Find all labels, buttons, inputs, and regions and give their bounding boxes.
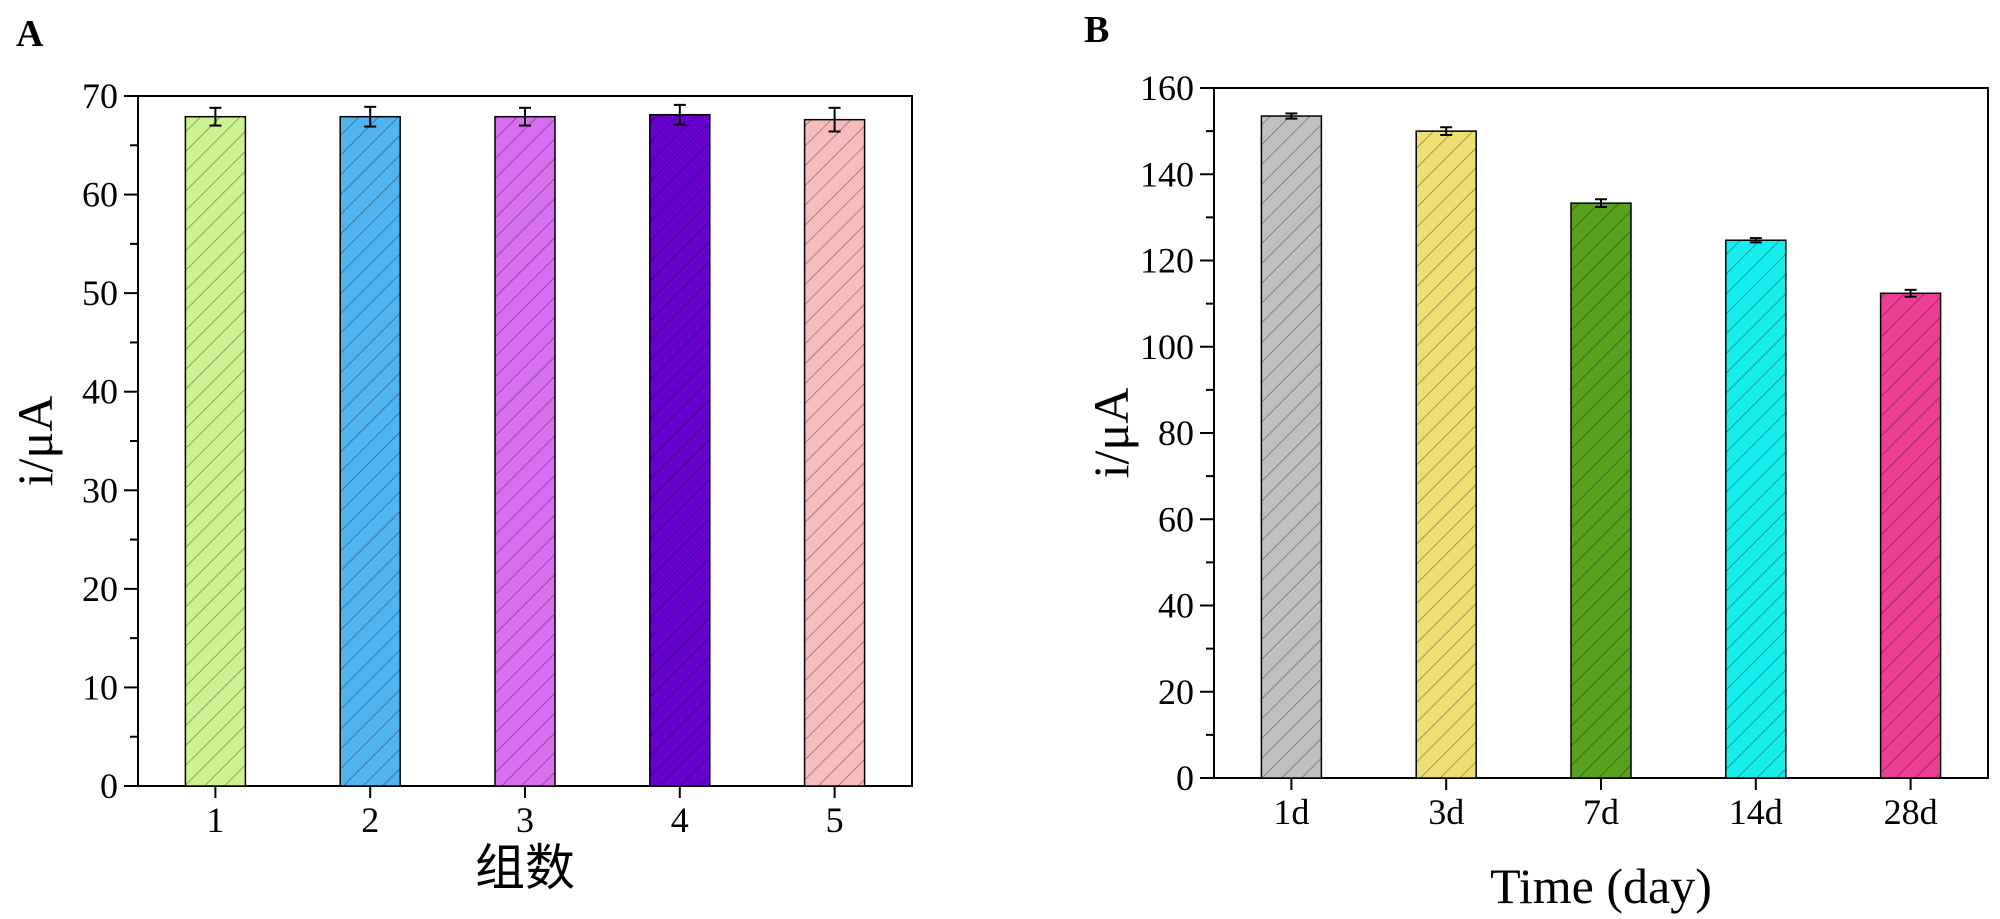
bar-hatch-b-1d: [1260, 115, 1323, 779]
chart-panel-b: B 0 20 40 60 80 100 120 140 160 1d 3d 7d 14d 28d i/μ…: [1083, 9, 1989, 914]
x-tick-label-b: 3d: [1428, 792, 1464, 832]
y-tick-label-a: 30: [82, 470, 118, 510]
y-tick-label-b: 140: [1140, 154, 1194, 194]
bar-hatch-a-3: [494, 115, 556, 787]
panel-letter-a: A: [16, 13, 44, 55]
x-axis-title-b: Time (day): [1490, 858, 1712, 914]
x-axis-title-a: 组数: [475, 840, 575, 896]
y-tick-label-a: 0: [100, 766, 118, 806]
y-tick-label-a: 10: [82, 667, 118, 707]
x-tick-label-b: 7d: [1583, 792, 1619, 832]
x-tick-label-b: 1d: [1273, 792, 1309, 832]
y-tick-label-b: 20: [1158, 672, 1194, 712]
y-tick-label-b: 60: [1158, 499, 1194, 539]
x-tick-label-a: 3: [516, 800, 534, 840]
x-tick-label-a: 1: [206, 800, 224, 840]
x-tick-label-a: 5: [826, 800, 844, 840]
bar-hatch-a-5: [803, 118, 866, 787]
y-axis-title-b: i/μA: [1083, 388, 1139, 479]
y-tick-label-b: 80: [1158, 413, 1194, 453]
x-tick-label-a: 4: [671, 800, 689, 840]
bar-hatch-b-7d: [1570, 202, 1632, 779]
x-tick-label-b: 28d: [1884, 792, 1938, 832]
x-tick-label-b: 14d: [1729, 792, 1783, 832]
y-tick-label-b: 0: [1176, 758, 1194, 798]
bar-hatch-b-28d: [1879, 292, 1942, 779]
bar-hatch-a-2: [339, 115, 401, 787]
y-tick-label-b: 40: [1158, 586, 1194, 626]
y-tick-label-b: 100: [1140, 327, 1194, 367]
bar-hatch-b-14d: [1725, 239, 1787, 779]
bar-hatch-a-4: [649, 113, 711, 787]
bar-hatch-a-1: [184, 115, 247, 787]
y-tick-label-a: 40: [82, 372, 118, 412]
chart-panel-a: A 0 10 20 30 40 50 60 70 1 2 3 4 5 i/μA 组数: [7, 13, 913, 896]
y-tick-label-b: 120: [1140, 241, 1194, 281]
panel-letter-b: B: [1084, 9, 1109, 51]
y-tick-label-a: 60: [82, 175, 118, 215]
y-tick-label-a: 70: [82, 76, 118, 116]
y-axis-title-a: i/μA: [7, 396, 63, 487]
y-tick-label-a: 50: [82, 273, 118, 313]
y-tick-label-a: 20: [82, 569, 118, 609]
bar-hatch-b-3d: [1415, 130, 1477, 779]
x-tick-label-a: 2: [361, 800, 379, 840]
y-tick-label-b: 160: [1140, 68, 1194, 108]
